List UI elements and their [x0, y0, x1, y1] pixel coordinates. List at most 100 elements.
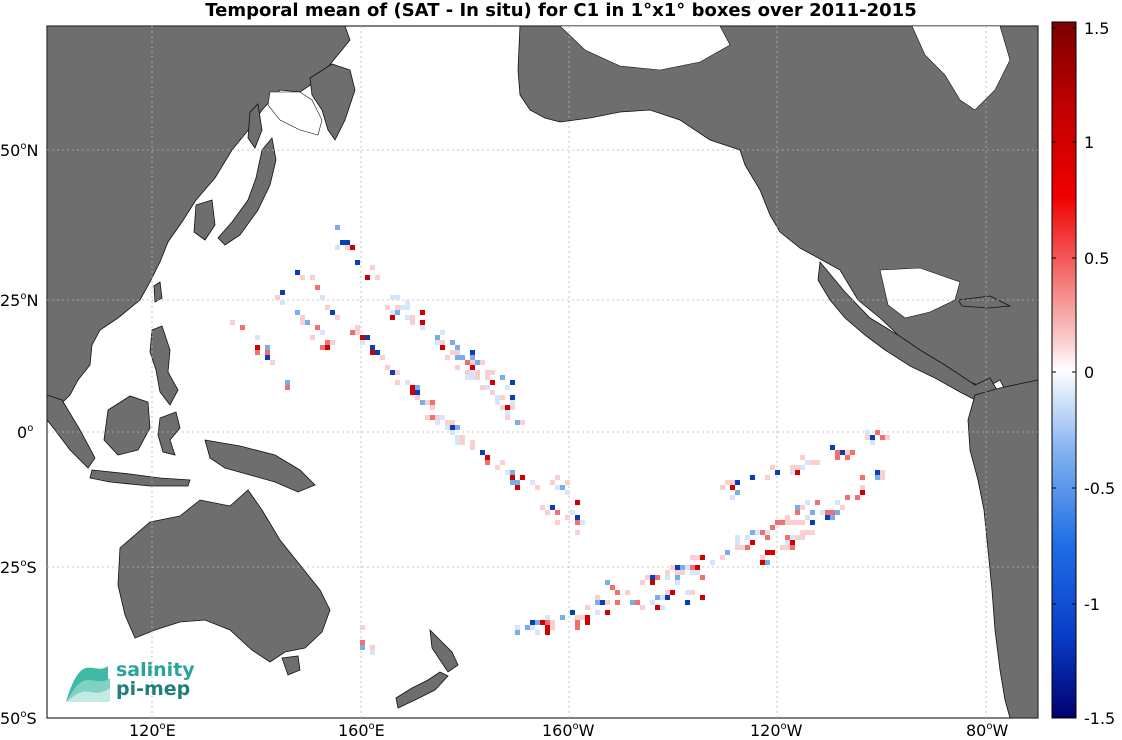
data-cell: [395, 310, 400, 315]
data-cell: [700, 575, 705, 580]
data-cell: [320, 295, 325, 300]
data-cell: [420, 320, 425, 325]
data-cell: [430, 400, 435, 405]
data-cell: [450, 420, 455, 425]
data-cell: [600, 600, 605, 605]
data-cell: [370, 350, 375, 355]
data-cell: [510, 380, 515, 385]
data-cell: [810, 460, 815, 465]
data-cell: [730, 495, 735, 500]
data-cell: [330, 310, 335, 315]
data-cell: [510, 405, 515, 410]
data-cell: [800, 520, 805, 525]
data-cell: [545, 630, 550, 635]
data-cell: [470, 445, 475, 450]
data-cell: [815, 460, 820, 465]
data-cell: [565, 515, 570, 520]
data-cell: [695, 555, 700, 560]
data-cell: [335, 315, 340, 320]
data-cell: [465, 375, 470, 380]
data-cell: [550, 505, 555, 510]
data-cell: [640, 580, 645, 585]
land-layer: [47, 26, 1038, 718]
data-cell: [790, 470, 795, 475]
data-cell: [695, 570, 700, 575]
data-cell: [310, 335, 315, 340]
data-cell: [765, 560, 770, 565]
sakhalin-landmass: [247, 103, 263, 149]
data-cell: [360, 640, 365, 645]
data-cell: [435, 415, 440, 420]
data-cell: [420, 310, 425, 315]
data-cell: [505, 470, 510, 475]
data-cell: [315, 325, 320, 330]
data-cell: [455, 345, 460, 350]
data-cell: [455, 365, 460, 370]
data-cell: [700, 595, 705, 600]
data-cell: [745, 545, 750, 550]
data-cell: [535, 620, 540, 625]
data-cell: [880, 475, 885, 480]
data-cell: [415, 395, 420, 400]
data-cell: [725, 480, 730, 485]
data-cell: [625, 590, 630, 595]
data-cell: [375, 350, 380, 355]
korea-landmass: [193, 199, 216, 241]
data-cell: [575, 515, 580, 520]
data-cell: [735, 535, 740, 540]
data-cell: [280, 290, 285, 295]
data-cell: [785, 535, 790, 540]
data-cell: [810, 510, 815, 515]
data-cell: [480, 450, 485, 455]
data-cell: [405, 300, 410, 305]
data-cell: [750, 530, 755, 535]
data-cell: [825, 510, 830, 515]
data-cell: [760, 560, 765, 565]
data-cell: [490, 380, 495, 385]
data-cell: [430, 405, 435, 410]
data-cell: [485, 375, 490, 380]
data-cell: [545, 620, 550, 625]
lat-tick-25s: 25oS: [0, 558, 37, 577]
data-cell: [845, 450, 850, 455]
colorbar-label-neg0.5: -0.5: [1084, 479, 1115, 498]
data-cell: [735, 490, 740, 495]
data-cell: [360, 335, 365, 340]
data-cell: [805, 530, 810, 535]
water-cutouts: [267, 26, 1011, 319]
data-cell: [805, 515, 810, 520]
data-cell: [420, 400, 425, 405]
data-cell: [385, 305, 390, 310]
map-title: Temporal mean of (SAT - In situ) for C1 …: [205, 0, 917, 21]
data-cell: [795, 510, 800, 515]
data-cell: [520, 475, 525, 480]
data-cell: [800, 455, 805, 460]
data-cell: [475, 360, 480, 365]
data-cell: [455, 350, 460, 355]
data-cell: [865, 430, 870, 435]
data-cell: [555, 485, 560, 490]
data-cell: [605, 610, 610, 615]
data-cell: [795, 470, 800, 475]
data-cell: [515, 625, 520, 630]
data-cell: [470, 360, 475, 365]
data-cell: [735, 545, 740, 550]
data-cell: [540, 620, 545, 625]
data-cell: [800, 465, 805, 470]
data-cell: [485, 460, 490, 465]
data-cell: [595, 600, 600, 605]
data-cell: [830, 445, 835, 450]
sea-of-okhotsk: [267, 91, 323, 136]
data-cell: [835, 500, 840, 505]
data-cell: [310, 275, 315, 280]
data-cell: [435, 340, 440, 345]
gulf-of-mexico: [879, 267, 961, 319]
data-cell: [300, 275, 305, 280]
lon-tick-80w: 80oW: [966, 721, 1008, 740]
data-cell: [665, 570, 670, 575]
data-cell: [780, 545, 785, 550]
data-cell: [525, 625, 530, 630]
data-cell: [335, 245, 340, 250]
data-cell: [315, 285, 320, 290]
data-cell: [325, 340, 330, 345]
